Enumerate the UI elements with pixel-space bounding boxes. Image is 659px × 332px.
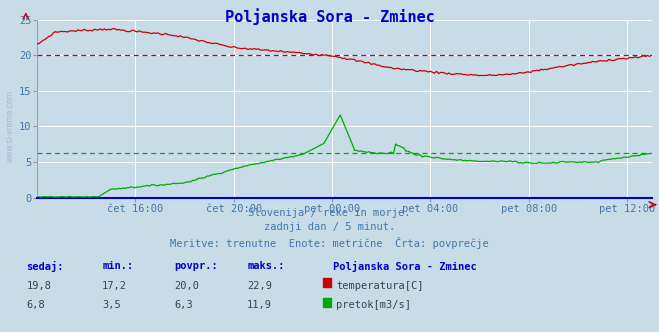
Text: Poljanska Sora - Zminec: Poljanska Sora - Zminec: [225, 8, 434, 25]
Text: www.si-vreme.com: www.si-vreme.com: [5, 90, 14, 162]
Text: 19,8: 19,8: [26, 281, 51, 290]
Text: 6,8: 6,8: [26, 300, 45, 310]
Text: min.:: min.:: [102, 261, 133, 271]
Text: 22,9: 22,9: [247, 281, 272, 290]
Text: sedaj:: sedaj:: [26, 261, 64, 272]
Text: Slovenija / reke in morje.: Slovenija / reke in morje.: [248, 208, 411, 217]
Text: 11,9: 11,9: [247, 300, 272, 310]
Text: povpr.:: povpr.:: [175, 261, 218, 271]
Text: 17,2: 17,2: [102, 281, 127, 290]
Text: 20,0: 20,0: [175, 281, 200, 290]
Text: maks.:: maks.:: [247, 261, 285, 271]
Text: temperatura[C]: temperatura[C]: [336, 281, 424, 290]
Text: Meritve: trenutne  Enote: metrične  Črta: povprečje: Meritve: trenutne Enote: metrične Črta: …: [170, 237, 489, 249]
Text: zadnji dan / 5 minut.: zadnji dan / 5 minut.: [264, 222, 395, 232]
Text: 3,5: 3,5: [102, 300, 121, 310]
Text: pretok[m3/s]: pretok[m3/s]: [336, 300, 411, 310]
Text: Poljanska Sora - Zminec: Poljanska Sora - Zminec: [333, 261, 476, 272]
Text: 6,3: 6,3: [175, 300, 193, 310]
